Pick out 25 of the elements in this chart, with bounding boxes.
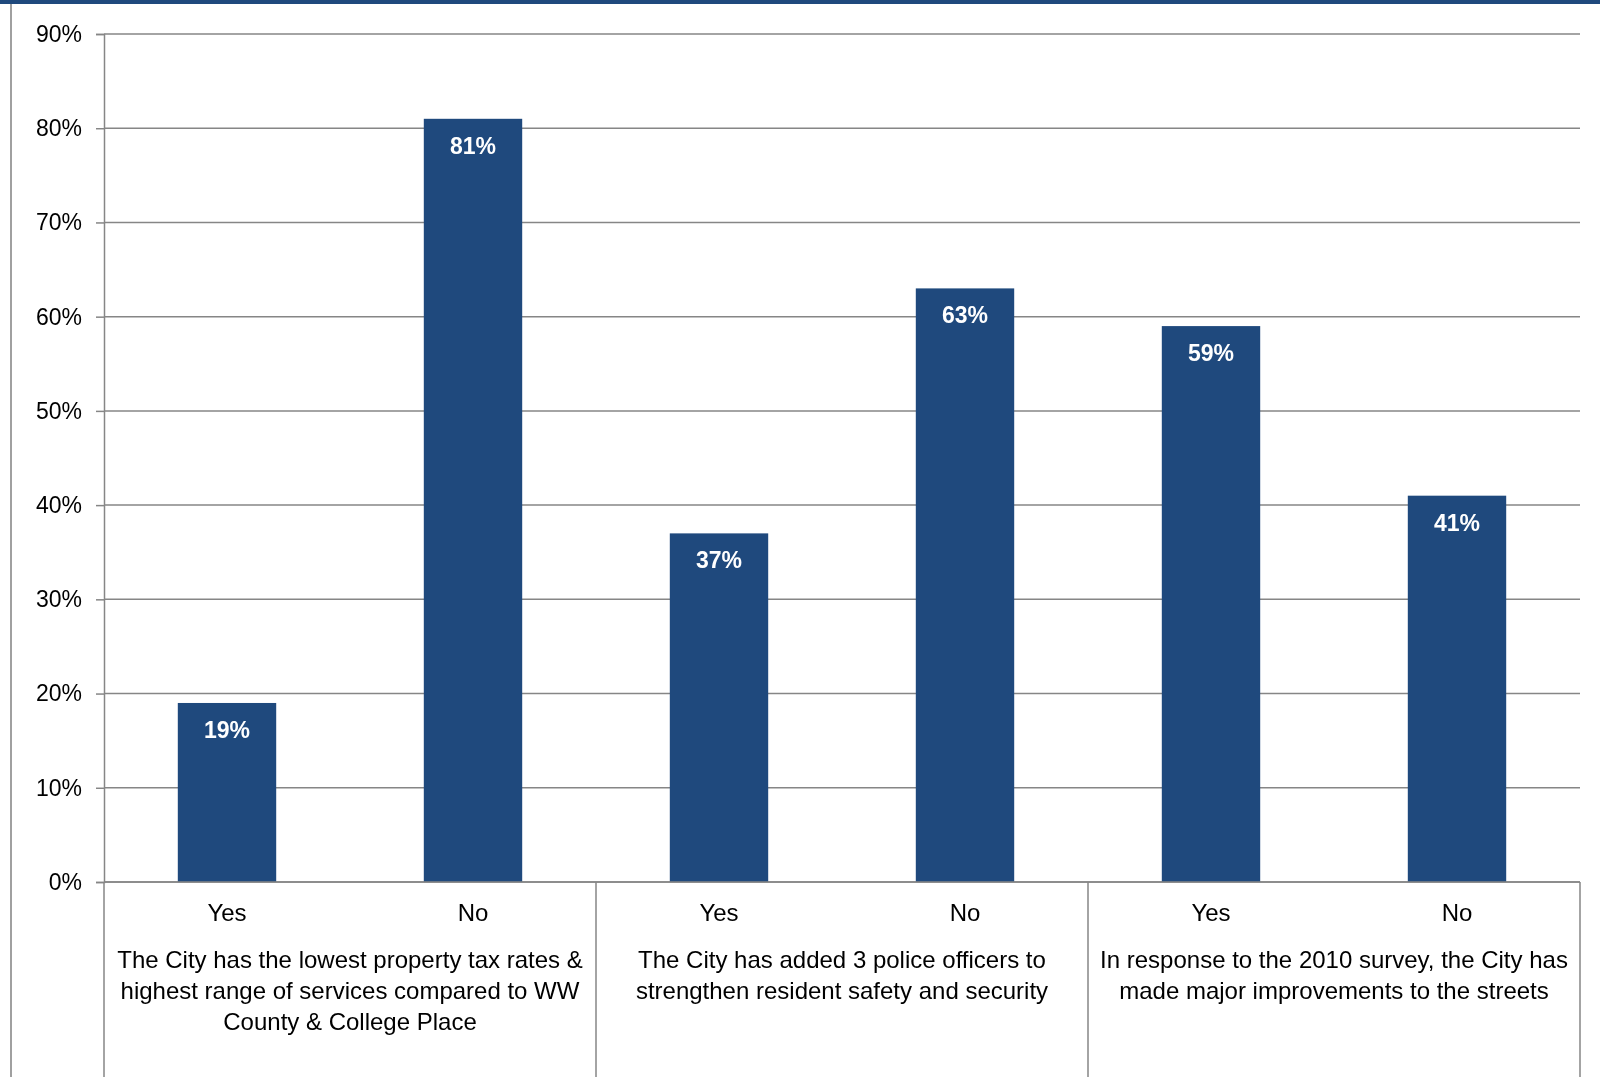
y-tick-label: 90%	[35, 20, 82, 47]
x-tick-label: Yes	[699, 899, 739, 926]
x-tick-label: Yes	[207, 899, 247, 926]
y-tick-label: 30%	[35, 586, 82, 613]
text: In response to the 2010 survey, the City has made major improvements to the streets	[1100, 946, 1568, 1004]
x-tick-label: Yes	[1191, 899, 1231, 926]
y-tick-label: 50%	[35, 397, 82, 424]
y-tick-label: 40%	[35, 491, 82, 518]
text: The City has added 3 police officers to strengthen resident safety and security	[635, 946, 1049, 1004]
x-tick-label: No	[1441, 899, 1473, 926]
x-tick-label: No	[457, 899, 489, 926]
y-tick-label: 0%	[48, 868, 82, 895]
data-label: 63%	[941, 302, 989, 329]
data-label: 41%	[1433, 509, 1481, 536]
y-tick-label: 80%	[35, 115, 82, 142]
y-tick-label: 10%	[35, 774, 82, 801]
data-label: 19%	[203, 716, 251, 743]
y-tick-label: 20%	[35, 680, 82, 707]
data-label: 59%	[1187, 340, 1235, 367]
x-tick-label: No	[949, 899, 981, 926]
y-tick-label: 70%	[35, 209, 82, 236]
y-tick-label: 60%	[35, 303, 82, 330]
data-label: 37%	[695, 547, 743, 574]
text: The City has the lowest property tax rates & highest range of services compared to WW County & College Place	[117, 946, 583, 1035]
data-label: 81%	[449, 132, 497, 159]
